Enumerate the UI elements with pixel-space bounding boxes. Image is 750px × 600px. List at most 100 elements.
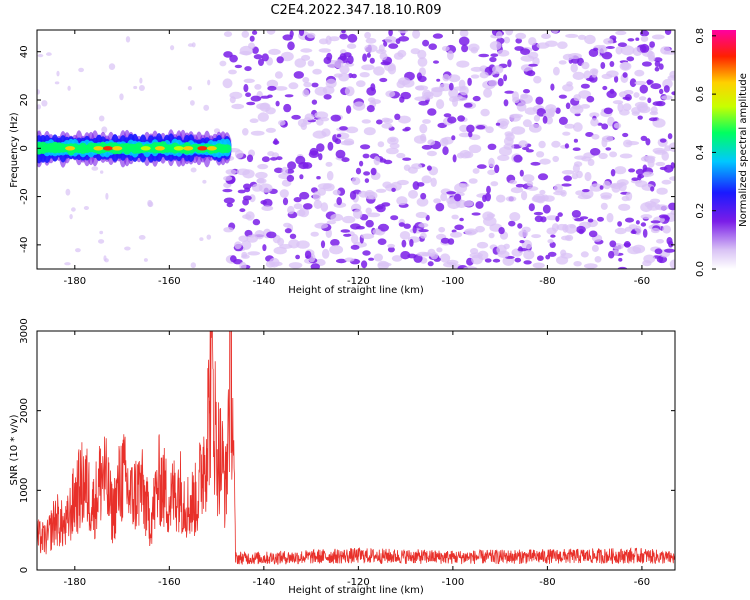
noise-blob bbox=[448, 82, 454, 91]
noise-blob bbox=[458, 183, 470, 188]
noise-blob bbox=[270, 261, 283, 267]
noise-blob bbox=[351, 233, 359, 244]
noise-blob bbox=[226, 202, 233, 208]
noise-blob bbox=[436, 78, 441, 82]
noise-blob bbox=[509, 113, 523, 119]
noise-blob bbox=[258, 183, 273, 193]
noise-blob bbox=[516, 102, 527, 112]
noise-blob bbox=[346, 105, 352, 114]
noise-blob bbox=[614, 166, 627, 175]
noise-blob bbox=[451, 135, 456, 141]
noise-blob bbox=[326, 170, 334, 181]
noise-blob bbox=[590, 148, 601, 156]
noise-blob bbox=[485, 126, 494, 134]
noise-blob bbox=[361, 64, 375, 71]
noise-blob bbox=[618, 257, 623, 262]
noise-blob bbox=[642, 164, 648, 172]
snr-y-tick-label: 1000 bbox=[19, 478, 30, 503]
noise-blob bbox=[266, 231, 277, 239]
signal-hot-spot bbox=[154, 146, 165, 151]
spectrogram-y-ticks: -40 -20 0 20 40 bbox=[19, 45, 675, 253]
noise-blob bbox=[539, 158, 551, 165]
noise-blob bbox=[492, 65, 504, 74]
noise-blob bbox=[356, 80, 366, 88]
noise-blob bbox=[344, 257, 355, 262]
noise-blob bbox=[447, 50, 454, 61]
noise-blob bbox=[640, 35, 649, 42]
spectrogram-x-tick-label: -120 bbox=[347, 276, 370, 287]
noise-blob bbox=[342, 215, 356, 224]
noise-speck bbox=[124, 246, 131, 251]
noise-blob bbox=[266, 79, 279, 89]
noise-blob bbox=[601, 73, 613, 80]
spectrogram-x-tick-label: -180 bbox=[63, 276, 86, 287]
noise-blob bbox=[515, 32, 527, 40]
noise-blob bbox=[659, 138, 667, 143]
noise-blob bbox=[565, 33, 579, 38]
noise-blob bbox=[608, 250, 615, 259]
noise-blob bbox=[433, 60, 439, 64]
noise-blob bbox=[363, 171, 371, 176]
noise-blob bbox=[394, 113, 401, 121]
noise-blob bbox=[346, 43, 357, 49]
noise-blob bbox=[670, 210, 675, 215]
noise-blob bbox=[550, 83, 555, 91]
noise-blob bbox=[615, 46, 623, 55]
noise-blob bbox=[288, 239, 300, 249]
snr-y-ticks: 0 1000 2000 3000 bbox=[19, 318, 675, 573]
noise-blob bbox=[517, 248, 528, 252]
noise-blob bbox=[462, 200, 474, 207]
noise-blob bbox=[223, 31, 233, 37]
noise-blob bbox=[616, 182, 624, 188]
noise-blob bbox=[537, 173, 549, 181]
noise-blob bbox=[614, 227, 627, 235]
noise-blob bbox=[528, 203, 535, 212]
noise-speck bbox=[133, 85, 138, 90]
noise-blob bbox=[528, 63, 538, 67]
noise-speck bbox=[65, 188, 71, 196]
noise-blob bbox=[589, 183, 603, 192]
noise-blob bbox=[640, 202, 653, 213]
noise-blob bbox=[386, 147, 399, 155]
noise-blob bbox=[255, 171, 268, 179]
noise-blob bbox=[275, 100, 280, 107]
signal-hot-spot bbox=[140, 146, 151, 151]
noise-blob bbox=[471, 212, 481, 216]
noise-blob bbox=[417, 57, 428, 67]
noise-blob bbox=[330, 213, 344, 222]
noise-blob bbox=[377, 238, 387, 245]
noise-blob bbox=[627, 38, 635, 42]
noise-blob bbox=[241, 254, 250, 259]
noise-blob bbox=[246, 101, 256, 106]
snr-x-tick-label: -140 bbox=[252, 577, 275, 588]
noise-blob bbox=[340, 229, 351, 233]
noise-blob bbox=[634, 69, 645, 77]
noise-blob bbox=[533, 75, 542, 84]
snr-x-tick-label: -160 bbox=[158, 577, 181, 588]
noise-blob bbox=[383, 118, 394, 124]
noise-blob bbox=[442, 146, 449, 156]
noise-blob bbox=[379, 52, 388, 61]
noise-blob bbox=[355, 167, 362, 175]
snr-x-tick-label: -80 bbox=[539, 577, 555, 588]
noise-blob bbox=[340, 140, 355, 146]
noise-blob bbox=[379, 77, 388, 83]
noise-blob bbox=[436, 247, 443, 253]
noise-blob bbox=[642, 171, 654, 177]
noise-blob bbox=[366, 105, 375, 113]
noise-blob bbox=[388, 30, 393, 37]
noise-blob bbox=[312, 130, 327, 139]
noise-speck bbox=[101, 126, 108, 134]
noise-blob bbox=[562, 223, 569, 233]
noise-blob bbox=[551, 223, 559, 232]
noise-blob bbox=[617, 102, 624, 113]
noise-blob bbox=[329, 245, 344, 255]
spectrogram-y-tick-label: -20 bbox=[19, 188, 30, 204]
noise-blob bbox=[503, 143, 515, 150]
noise-blob bbox=[550, 234, 556, 238]
noise-speck bbox=[202, 179, 207, 184]
noise-blob bbox=[399, 231, 411, 240]
noise-blob bbox=[408, 189, 418, 199]
noise-blob bbox=[364, 178, 370, 184]
noise-blob bbox=[304, 113, 315, 121]
